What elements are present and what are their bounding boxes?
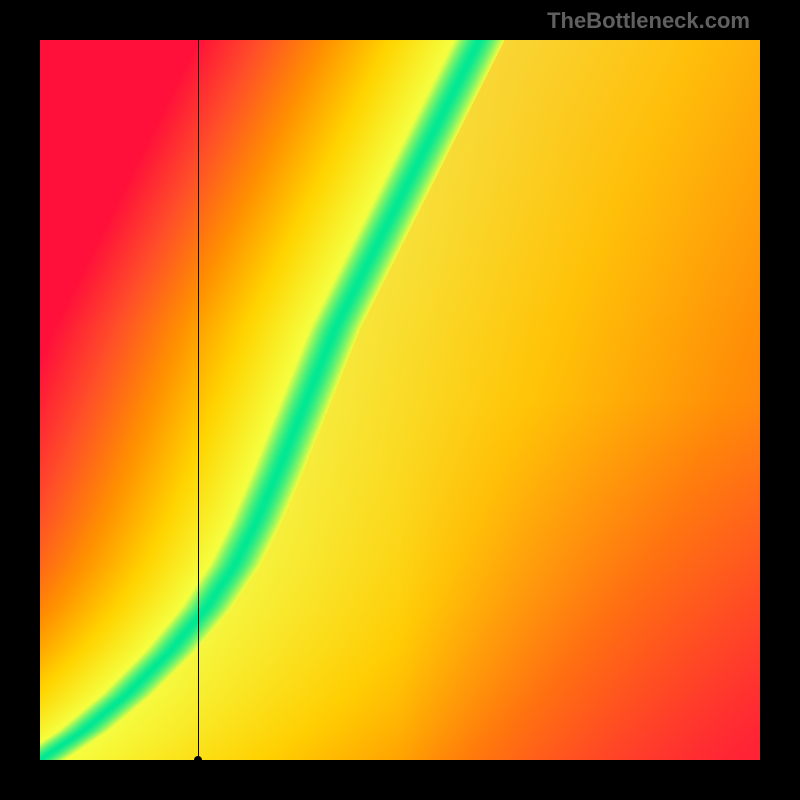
crosshair-marker [194, 756, 202, 760]
crosshair-vertical [198, 40, 199, 760]
bottleneck-heatmap-canvas [40, 40, 760, 760]
watermark-text: TheBottleneck.com [547, 8, 750, 34]
heatmap-plot-area [40, 40, 760, 760]
